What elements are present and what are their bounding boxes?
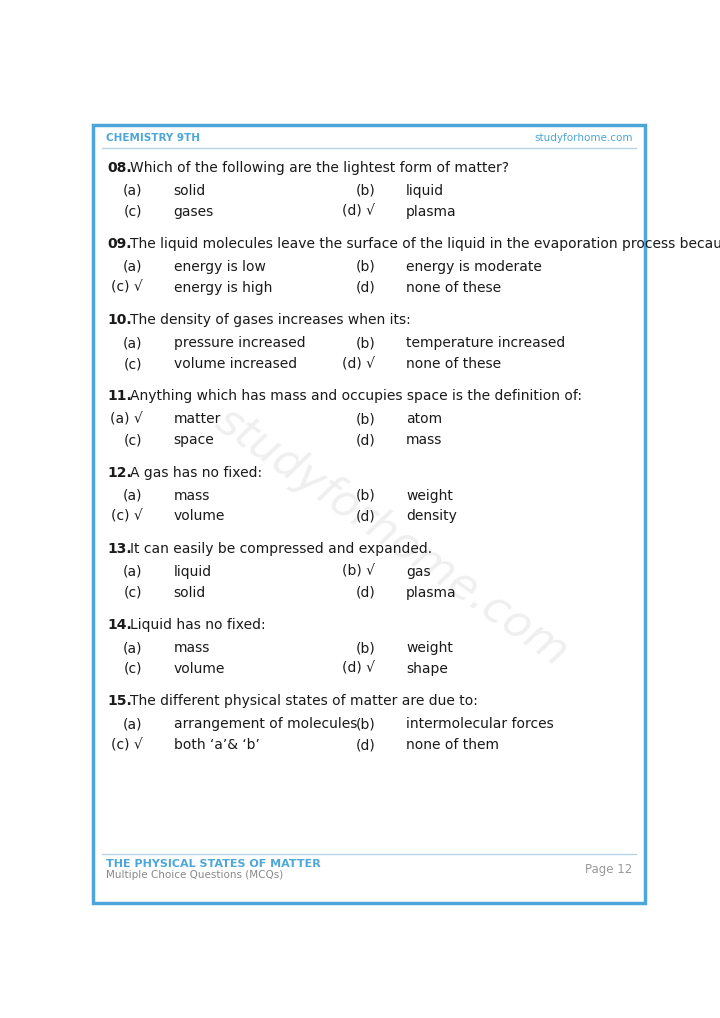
- Text: (a): (a): [123, 260, 143, 274]
- Text: space: space: [174, 434, 215, 447]
- Text: studyforhome.com: studyforhome.com: [534, 133, 632, 144]
- Text: (b): (b): [356, 412, 375, 427]
- FancyBboxPatch shape: [93, 125, 645, 903]
- Text: A gas has no fixed:: A gas has no fixed:: [130, 465, 262, 479]
- Text: (d): (d): [356, 434, 375, 447]
- Text: plasma: plasma: [406, 585, 456, 600]
- Text: (c) √: (c) √: [111, 509, 143, 523]
- Text: 14.: 14.: [107, 618, 132, 632]
- Text: energy is high: energy is high: [174, 281, 272, 295]
- Text: The density of gases increases when its:: The density of gases increases when its:: [130, 314, 411, 327]
- Text: mass: mass: [174, 641, 210, 656]
- Text: 12.: 12.: [107, 465, 132, 479]
- Text: (c): (c): [124, 662, 143, 676]
- Text: both ‘a’& ‘b’: both ‘a’& ‘b’: [174, 738, 260, 752]
- Text: (d): (d): [356, 281, 375, 295]
- Text: plasma: plasma: [406, 205, 456, 219]
- Text: 15.: 15.: [107, 694, 132, 709]
- Text: temperature increased: temperature increased: [406, 336, 565, 350]
- Text: (b) √: (b) √: [342, 565, 375, 579]
- Text: solid: solid: [174, 184, 206, 197]
- Text: (b): (b): [356, 718, 375, 731]
- Text: (d) √: (d) √: [342, 357, 375, 371]
- Text: (c) √: (c) √: [111, 281, 143, 295]
- Text: none of these: none of these: [406, 281, 501, 295]
- Text: matter: matter: [174, 412, 221, 427]
- Text: 08.: 08.: [107, 161, 132, 175]
- Text: It can easily be compressed and expanded.: It can easily be compressed and expanded…: [130, 542, 433, 556]
- Text: (c) √: (c) √: [111, 738, 143, 752]
- Text: liquid: liquid: [174, 565, 212, 579]
- Text: weight: weight: [406, 641, 453, 656]
- Text: 09.: 09.: [107, 237, 132, 250]
- Text: (b): (b): [356, 489, 375, 503]
- Text: mass: mass: [406, 434, 443, 447]
- Text: none of these: none of these: [406, 357, 501, 371]
- Text: (d) √: (d) √: [342, 662, 375, 676]
- Text: Multiple Choice Questions (MCQs): Multiple Choice Questions (MCQs): [106, 870, 283, 881]
- Text: shape: shape: [406, 662, 448, 676]
- Text: 10.: 10.: [107, 314, 132, 327]
- Text: (d): (d): [356, 509, 375, 523]
- Text: Page 12: Page 12: [585, 863, 632, 876]
- Text: gas: gas: [406, 565, 431, 579]
- Text: The different physical states of matter are due to:: The different physical states of matter …: [130, 694, 478, 709]
- Text: volume increased: volume increased: [174, 357, 297, 371]
- Text: atom: atom: [406, 412, 442, 427]
- Text: Liquid has no fixed:: Liquid has no fixed:: [130, 618, 266, 632]
- Text: (b): (b): [356, 641, 375, 656]
- Text: (a): (a): [123, 718, 143, 731]
- Text: weight: weight: [406, 489, 453, 503]
- Text: pressure increased: pressure increased: [174, 336, 305, 350]
- Text: mass: mass: [174, 489, 210, 503]
- Text: arrangement of molecules: arrangement of molecules: [174, 718, 357, 731]
- Text: energy is moderate: energy is moderate: [406, 260, 542, 274]
- Text: solid: solid: [174, 585, 206, 600]
- Text: density: density: [406, 509, 457, 523]
- Text: (c): (c): [124, 357, 143, 371]
- Text: (d) √: (d) √: [342, 205, 375, 219]
- Text: (d): (d): [356, 585, 375, 600]
- Text: volume: volume: [174, 662, 225, 676]
- Text: Which of the following are the lightest form of matter?: Which of the following are the lightest …: [130, 161, 509, 175]
- Text: gases: gases: [174, 205, 214, 219]
- Text: none of them: none of them: [406, 738, 499, 752]
- Text: (a): (a): [123, 336, 143, 350]
- Text: The liquid molecules leave the surface of the liquid in the evaporation process : The liquid molecules leave the surface o…: [130, 237, 720, 250]
- Text: (a): (a): [123, 489, 143, 503]
- Text: (c): (c): [124, 205, 143, 219]
- Text: THE PHYSICAL STATES OF MATTER: THE PHYSICAL STATES OF MATTER: [106, 858, 320, 868]
- Text: (b): (b): [356, 184, 375, 197]
- Text: studyforhome.com: studyforhome.com: [208, 398, 577, 675]
- Text: (d): (d): [356, 738, 375, 752]
- Text: (a): (a): [123, 184, 143, 197]
- Text: (c): (c): [124, 585, 143, 600]
- Text: (b): (b): [356, 260, 375, 274]
- Text: CHEMISTRY 9TH: CHEMISTRY 9TH: [106, 133, 199, 144]
- Text: intermolecular forces: intermolecular forces: [406, 718, 554, 731]
- Text: energy is low: energy is low: [174, 260, 266, 274]
- Text: (a): (a): [123, 565, 143, 579]
- Text: 11.: 11.: [107, 389, 132, 403]
- Text: liquid: liquid: [406, 184, 444, 197]
- Text: (a) √: (a) √: [110, 412, 143, 427]
- Text: 13.: 13.: [107, 542, 132, 556]
- Text: (a): (a): [123, 641, 143, 656]
- Text: (b): (b): [356, 336, 375, 350]
- Text: volume: volume: [174, 509, 225, 523]
- Text: Anything which has mass and occupies space is the definition of:: Anything which has mass and occupies spa…: [130, 389, 582, 403]
- Text: (c): (c): [124, 434, 143, 447]
